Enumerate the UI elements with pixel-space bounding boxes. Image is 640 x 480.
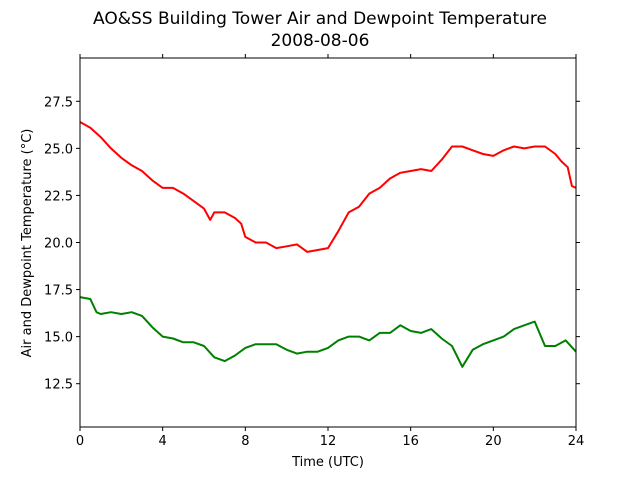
y-axis-label: Air and Dewpoint Temperature (°C) <box>20 129 35 358</box>
x-tick-label: 24 <box>568 434 585 449</box>
y-tick-label: 25.0 <box>44 142 73 157</box>
series-line-1 <box>79 296 577 368</box>
x-axis-label: Time (UTC) <box>291 455 364 470</box>
y-tick-label: 15.0 <box>44 331 73 346</box>
plot-frame <box>79 57 577 428</box>
y-tick-label: 17.5 <box>44 284 73 299</box>
x-tick-label: 0 <box>76 434 84 449</box>
y-tick-label: 12.5 <box>44 378 73 393</box>
x-tick-label: 20 <box>485 434 502 449</box>
y-tick-label: 20.0 <box>44 237 73 252</box>
y-tick-label: 22.5 <box>44 189 73 204</box>
x-tick-label: 4 <box>159 434 167 449</box>
x-tick-label: 16 <box>402 434 419 449</box>
y-tick-label: 27.5 <box>44 95 73 110</box>
x-tick-label: 12 <box>320 434 337 449</box>
plot-lines <box>79 121 577 368</box>
axis-ticks: 0 4 8 12 16 20 24 12.5 15.0 17.5 20.0 22.5 25.0 27.5 <box>44 54 584 449</box>
series-line-0 <box>79 121 577 253</box>
x-tick-label: 8 <box>241 434 249 449</box>
chart-subtitle: 2008-08-06 <box>271 31 370 51</box>
chart-title: AO&SS Building Tower Air and Dewpoint Te… <box>93 9 547 29</box>
